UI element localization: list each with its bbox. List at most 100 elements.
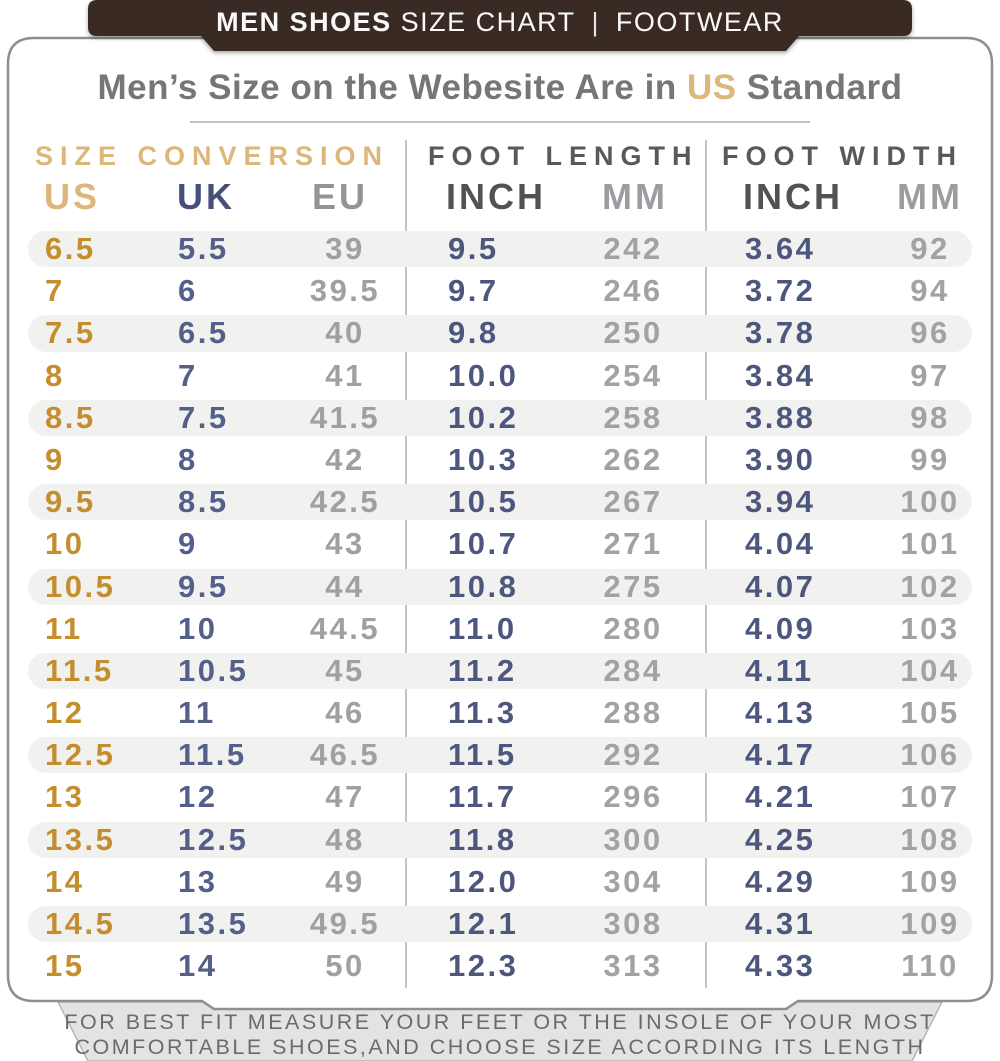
cell-uk: 7 xyxy=(178,357,198,393)
cell-inch-width: 4.21 xyxy=(745,779,816,815)
table-row: 11 10 44.5 11.0 280 4.09 103 xyxy=(28,608,972,650)
cell-eu: 41 xyxy=(325,357,365,393)
title-underline xyxy=(190,121,810,123)
cell-inch-length: 10.7 xyxy=(448,526,519,562)
banner-title-bold: MEN SHOES xyxy=(216,6,392,37)
column-header-us: US xyxy=(44,176,101,217)
cell-uk: 9 xyxy=(178,526,198,562)
banner-separator: | xyxy=(591,6,600,37)
cell-mm-length: 292 xyxy=(603,737,663,773)
cell-mm-width: 97 xyxy=(910,357,950,393)
cell-eu: 49.5 xyxy=(309,906,381,941)
banner-title-rest: SIZE CHART xyxy=(391,6,576,37)
footer-line-1: FOR BEST FIT MEASURE YOUR FEET OR THE IN… xyxy=(64,1010,936,1034)
banner-right-label: FOOTWEAR xyxy=(615,6,784,37)
cell-mm-width: 102 xyxy=(900,568,960,604)
cell-mm-length: 288 xyxy=(603,695,663,731)
cell-us: 12 xyxy=(45,695,85,731)
cell-inch-width: 3.94 xyxy=(745,484,816,520)
table-row: 7.5 6.5 40 9.8 250 3.78 96 xyxy=(28,312,972,354)
cell-uk: 7.5 xyxy=(178,399,229,435)
cell-inch-length: 11.2 xyxy=(448,652,517,688)
column-header-uk: UK xyxy=(177,176,235,217)
size-table-rows: 6.5 5.5 39 9.5 242 3.64 92 7 6 39.5 9.7 246 3.72 94 7.… xyxy=(28,228,972,987)
cell-inch-length: 12.1 xyxy=(448,906,519,941)
cell-inch-width: 4.29 xyxy=(745,863,816,899)
cell-inch-width: 4.17 xyxy=(745,737,816,773)
cell-uk: 6 xyxy=(178,273,198,309)
cell-us: 7.5 xyxy=(45,315,96,351)
cell-inch-length: 11.3 xyxy=(448,695,517,731)
cell-uk: 12 xyxy=(178,779,218,815)
cell-mm-width: 105 xyxy=(900,695,960,731)
cell-us: 15 xyxy=(45,948,85,984)
cell-uk: 11.5 xyxy=(178,737,247,773)
cell-us: 6.5 xyxy=(45,231,96,266)
cell-mm-length: 284 xyxy=(603,652,663,688)
table-row: 9 8 42 10.3 262 3.90 99 xyxy=(28,439,972,481)
cell-eu: 40 xyxy=(325,315,365,351)
cell-uk: 6.5 xyxy=(178,315,229,351)
table-row: 14.5 13.5 49.5 12.1 308 4.31 109 xyxy=(28,903,972,945)
table-row: 8.5 7.5 41.5 10.2 258 3.88 98 xyxy=(28,397,972,439)
cell-inch-length: 11.5 xyxy=(448,737,517,773)
cell-mm-width: 110 xyxy=(901,948,959,984)
cell-inch-width: 3.90 xyxy=(745,441,816,477)
cell-mm-length: 308 xyxy=(603,906,663,941)
table-row: 12 11 46 11.3 288 4.13 105 xyxy=(28,692,972,734)
column-header-inch-length: INCH xyxy=(446,176,546,217)
table-row: 13 12 47 11.7 296 4.21 107 xyxy=(28,776,972,818)
column-header-mm-length: MM xyxy=(602,176,668,217)
cell-inch-width: 3.78 xyxy=(745,315,816,351)
cell-mm-width: 106 xyxy=(900,737,960,773)
cell-inch-width: 4.13 xyxy=(745,695,816,731)
top-banner: MEN SHOES SIZE CHART | FOOTWEAR xyxy=(0,6,1000,38)
cell-mm-width: 109 xyxy=(900,863,960,899)
cell-us: 14 xyxy=(45,863,85,899)
cell-mm-width: 108 xyxy=(900,821,960,857)
table-row: 10.5 9.5 44 10.8 275 4.07 102 xyxy=(28,566,972,608)
table-row: 11.5 10.5 45 11.2 284 4.11 104 xyxy=(28,650,972,692)
cell-mm-width: 99 xyxy=(910,441,950,477)
cell-eu: 39.5 xyxy=(309,273,381,309)
cell-mm-width: 107 xyxy=(900,779,960,815)
table-row: 10 9 43 10.7 271 4.04 101 xyxy=(28,523,972,565)
cell-uk: 10.5 xyxy=(178,652,249,688)
table-row: 13.5 12.5 48 11.8 300 4.25 108 xyxy=(28,819,972,861)
cell-mm-length: 313 xyxy=(603,948,663,984)
cell-eu: 49 xyxy=(325,863,365,899)
cell-mm-length: 254 xyxy=(603,357,663,393)
cell-us: 14.5 xyxy=(45,906,116,941)
cell-us: 13 xyxy=(45,779,85,815)
cell-mm-length: 262 xyxy=(603,441,663,477)
cell-mm-length: 258 xyxy=(603,399,663,435)
cell-inch-width: 3.64 xyxy=(745,231,816,266)
cell-inch-length: 11.0 xyxy=(448,610,517,646)
cell-eu: 42 xyxy=(325,441,365,477)
cell-mm-length: 300 xyxy=(603,821,663,857)
cell-eu: 48 xyxy=(325,821,365,857)
cell-inch-width: 4.11 xyxy=(745,652,814,688)
top-banner-ribbon xyxy=(88,0,912,51)
cell-inch-length: 10.0 xyxy=(448,357,519,393)
cell-inch-length: 10.8 xyxy=(448,568,519,604)
table-row: 8 7 41 10.0 254 3.84 97 xyxy=(28,355,972,397)
cell-uk: 10 xyxy=(178,610,218,646)
cell-mm-length: 304 xyxy=(603,863,663,899)
cell-uk: 11 xyxy=(178,695,216,731)
cell-uk: 12.5 xyxy=(178,821,249,857)
cell-us: 7 xyxy=(45,273,65,309)
cell-inch-width: 3.88 xyxy=(745,399,816,435)
cell-mm-width: 94 xyxy=(910,273,950,309)
cell-eu: 39 xyxy=(325,231,365,266)
cell-inch-width: 3.84 xyxy=(745,357,816,393)
cell-mm-width: 96 xyxy=(910,315,950,351)
title-suffix: Standard xyxy=(736,68,903,107)
cell-eu: 46.5 xyxy=(309,737,381,773)
cell-eu: 45 xyxy=(325,652,365,688)
footer-note: FOR BEST FIT MEASURE YOUR FEET OR THE IN… xyxy=(0,1010,1000,1059)
cell-mm-length: 275 xyxy=(603,568,663,604)
table-row: 15 14 50 12.3 313 4.33 110 xyxy=(28,945,972,987)
cell-uk: 9.5 xyxy=(178,568,229,604)
